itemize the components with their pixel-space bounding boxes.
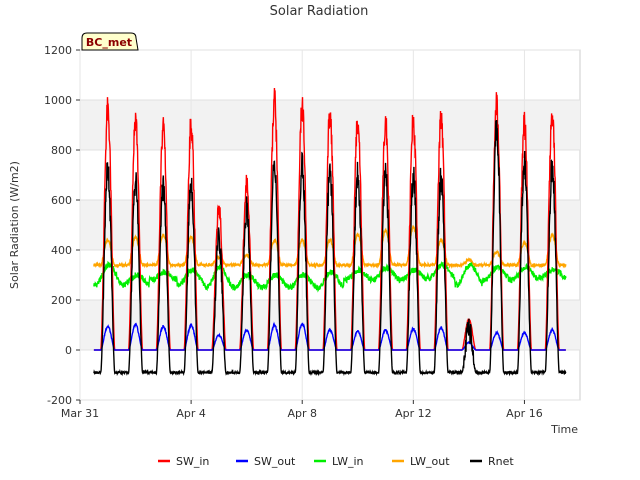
y-tick-label: 200 <box>51 294 72 307</box>
chart-title: Solar Radiation <box>270 4 369 19</box>
series-line-LW_out <box>93 224 567 270</box>
y-tick-label: -200 <box>47 394 72 407</box>
y-axis-ticks: -200 0 200 400 600 800 1000 1200 <box>44 44 80 407</box>
y-tick-label: 400 <box>51 244 72 257</box>
x-tick-label: Apr 4 <box>176 407 206 420</box>
station-badge: BC_met <box>81 32 139 51</box>
series-line-LW_in <box>93 260 567 293</box>
x-axis-title: Time <box>550 423 578 436</box>
y-tick-label: 1200 <box>44 44 72 57</box>
legend-label-LW_in: LW_in <box>332 455 364 468</box>
x-tick-label: Mar 31 <box>61 407 99 420</box>
y-axis-title: Solar Radiation (W/m2) <box>8 161 21 289</box>
badge-shape <box>81 32 139 51</box>
series-line-Rnet <box>93 120 567 377</box>
y-tick-label: 0 <box>65 344 72 357</box>
y-tick-label: 800 <box>51 144 72 157</box>
y-tick-label: 1000 <box>44 94 72 107</box>
grid-band <box>80 300 580 350</box>
x-axis-ticks: Mar 31 Apr 4 Apr 8 Apr 12 Apr 16 <box>61 400 543 420</box>
legend-label-SW_in: SW_in <box>176 455 209 468</box>
legend: SW_in SW_out LW_in LW_out Rnet <box>158 455 514 468</box>
grid-bands <box>80 100 580 350</box>
y-tick-label: 600 <box>51 194 72 207</box>
x-tick-label: Apr 16 <box>506 407 543 420</box>
gridlines <box>79 49 580 401</box>
legend-label-LW_out: LW_out <box>410 455 450 468</box>
series-layer <box>93 88 567 377</box>
x-tick-label: Apr 12 <box>395 407 432 420</box>
badge-label: BC_met <box>86 36 132 49</box>
legend-label-SW_out: SW_out <box>254 455 296 468</box>
x-tick-label: Apr 8 <box>287 407 317 420</box>
legend-label-Rnet: Rnet <box>488 455 514 468</box>
series-line-SW_out <box>93 321 566 351</box>
